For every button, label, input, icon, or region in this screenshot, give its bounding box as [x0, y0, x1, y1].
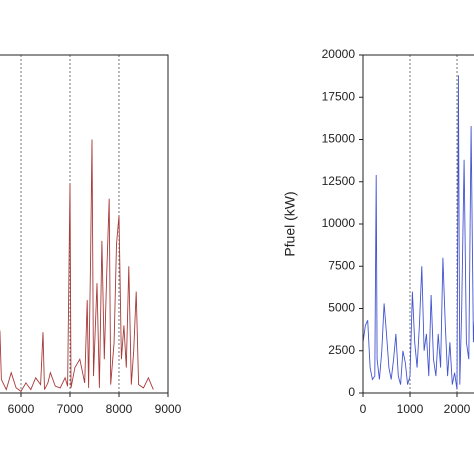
y-tick-label: 0	[348, 385, 355, 399]
y-tick-label: 20000	[322, 47, 356, 61]
y-tick-label: 12500	[322, 174, 356, 188]
y-tick-label: 10000	[322, 216, 356, 230]
y-tick-label: 2500	[328, 343, 355, 357]
x-tick-label: 0	[360, 402, 367, 416]
y-axis-label: Pfuel (kW)	[282, 191, 298, 256]
x-tick-label: 1000	[397, 402, 424, 416]
x-tick-label: 8000	[106, 402, 133, 416]
plot-frame	[362, 54, 474, 394]
plot-frame	[0, 54, 169, 394]
y-tick-label: 7500	[328, 258, 355, 272]
y-tick-label: 5000	[328, 301, 355, 315]
x-tick-label: 2000	[444, 402, 471, 416]
y-tick-label: 17500	[322, 89, 356, 103]
x-tick-label: 7000	[57, 402, 84, 416]
data-line	[362, 75, 474, 390]
x-tick-label: 9000	[155, 402, 182, 416]
x-tick-label: 6000	[8, 402, 35, 416]
y-tick-label: 15000	[322, 132, 356, 146]
data-line	[0, 139, 154, 392]
